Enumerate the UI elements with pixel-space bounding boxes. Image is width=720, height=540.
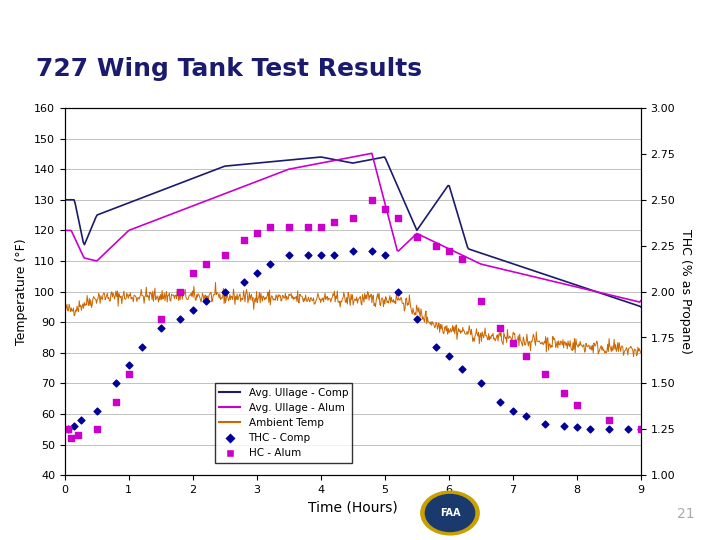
Point	[238, 278, 250, 287]
Point	[123, 361, 135, 369]
Point	[520, 412, 531, 421]
Point	[187, 269, 199, 278]
Text: 727 Wing Tank Test Results: 727 Wing Tank Test Results	[36, 57, 422, 81]
Point	[123, 370, 135, 379]
Point	[110, 397, 122, 406]
Point	[66, 434, 77, 443]
Point	[366, 247, 378, 255]
Point	[264, 260, 275, 268]
Point	[571, 401, 582, 410]
Point	[136, 342, 148, 351]
Point	[347, 247, 359, 255]
Point	[315, 251, 327, 259]
Text: Composite Wing Tank Flammability
November 17, 2011: Composite Wing Tank Flammability Novembe…	[14, 502, 198, 524]
Point	[520, 352, 531, 360]
Point	[62, 425, 73, 434]
Text: FAA: FAA	[440, 508, 460, 518]
Point	[251, 269, 263, 278]
Y-axis label: THC (% as Propane): THC (% as Propane)	[679, 229, 692, 354]
Point	[379, 205, 390, 213]
Point	[315, 223, 327, 232]
Y-axis label: Temperature (°F): Temperature (°F)	[15, 238, 28, 345]
Point	[603, 416, 615, 424]
Point	[91, 425, 102, 434]
Point	[494, 324, 505, 333]
Point	[72, 430, 84, 439]
Point	[328, 251, 339, 259]
Point	[494, 397, 505, 406]
Text: 21: 21	[677, 507, 694, 521]
Point	[174, 287, 186, 296]
Point	[431, 241, 442, 250]
Point	[155, 324, 166, 333]
Point	[283, 223, 294, 232]
Point	[635, 425, 647, 434]
Point	[302, 223, 314, 232]
Legend: Avg. Ullage - Comp, Avg. Ullage - Alum, Ambient Temp, THC - Comp, HC - Alum: Avg. Ullage - Comp, Avg. Ullage - Alum, …	[215, 383, 352, 463]
Point	[475, 379, 487, 388]
Point	[110, 379, 122, 388]
Point	[347, 214, 359, 222]
Point	[328, 218, 339, 226]
Point	[219, 251, 230, 259]
Circle shape	[426, 495, 474, 531]
Point	[475, 296, 487, 305]
Point	[443, 352, 454, 360]
Point	[200, 296, 212, 305]
Point	[584, 425, 595, 434]
Point	[456, 254, 467, 263]
Point	[622, 425, 634, 434]
Point	[507, 407, 518, 415]
Point	[392, 287, 403, 296]
Point	[155, 315, 166, 323]
Point	[411, 315, 423, 323]
Point	[603, 425, 615, 434]
Point	[91, 407, 102, 415]
Text: Federal Aviation
Administration: Federal Aviation Administration	[518, 497, 620, 518]
Point	[251, 228, 263, 237]
Point	[411, 232, 423, 241]
Point	[558, 421, 570, 430]
Point	[571, 423, 582, 432]
Point	[366, 195, 378, 204]
Point	[443, 247, 454, 255]
Point	[302, 251, 314, 259]
Point	[635, 425, 647, 434]
Point	[62, 425, 73, 434]
Point	[68, 421, 80, 430]
X-axis label: Time (Hours): Time (Hours)	[308, 501, 397, 515]
Point	[187, 306, 199, 314]
Text: 21: 21	[662, 501, 690, 520]
Point	[264, 223, 275, 232]
Point	[539, 370, 551, 379]
Point	[219, 287, 230, 296]
Point	[200, 260, 212, 268]
Circle shape	[420, 491, 480, 535]
Point	[75, 416, 86, 424]
Point	[174, 315, 186, 323]
Point	[238, 236, 250, 245]
Point	[392, 214, 403, 222]
Point	[507, 339, 518, 347]
Point	[431, 342, 442, 351]
Point	[456, 364, 467, 373]
Point	[558, 388, 570, 397]
Point	[379, 251, 390, 259]
Point	[283, 251, 294, 259]
Point	[539, 420, 551, 428]
